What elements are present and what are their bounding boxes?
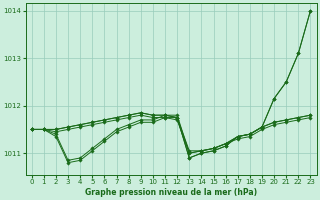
X-axis label: Graphe pression niveau de la mer (hPa): Graphe pression niveau de la mer (hPa) (85, 188, 257, 197)
